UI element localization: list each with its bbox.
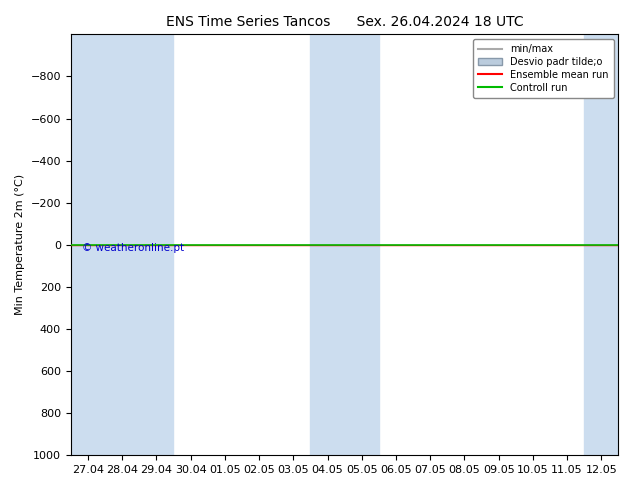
Legend: min/max, Desvio padr tilde;o, Ensemble mean run, Controll run: min/max, Desvio padr tilde;o, Ensemble m… — [474, 39, 614, 98]
Title: ENS Time Series Tancos      Sex. 26.04.2024 18 UTC: ENS Time Series Tancos Sex. 26.04.2024 1… — [166, 15, 524, 29]
Bar — [345, 34, 379, 455]
Bar — [105, 34, 139, 455]
Bar — [585, 34, 619, 455]
Text: © weatheronline.pt: © weatheronline.pt — [82, 243, 184, 253]
Bar — [139, 34, 174, 455]
Bar — [71, 34, 105, 455]
Bar — [311, 34, 345, 455]
Y-axis label: Min Temperature 2m (°C): Min Temperature 2m (°C) — [15, 174, 25, 316]
